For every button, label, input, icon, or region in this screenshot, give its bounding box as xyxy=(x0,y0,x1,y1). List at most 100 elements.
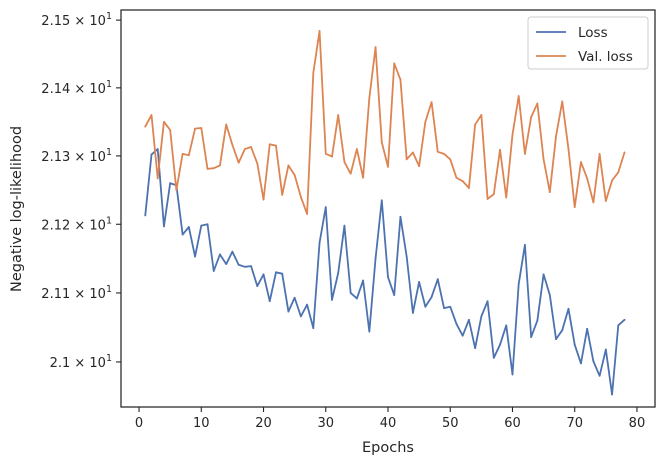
data-point-loss xyxy=(399,215,402,218)
data-point-val-loss xyxy=(474,123,477,126)
data-point-val-loss xyxy=(331,155,333,158)
y-axis-title: Negative log-likelihood xyxy=(9,126,25,292)
data-point-loss xyxy=(573,343,576,346)
data-point-loss xyxy=(474,347,477,350)
data-point-val-loss xyxy=(150,114,153,116)
data-point-val-loss xyxy=(555,135,557,138)
data-point-val-loss xyxy=(418,165,421,168)
data-point-loss xyxy=(306,303,308,306)
data-point-val-loss xyxy=(306,213,308,215)
data-point-val-loss xyxy=(542,158,545,161)
x-tick-label: 70 xyxy=(566,416,583,431)
data-point-val-loss xyxy=(287,164,290,167)
data-point-loss xyxy=(586,327,589,330)
data-point-val-loss xyxy=(505,196,508,199)
data-point-val-loss xyxy=(598,152,601,155)
x-axis-ticks: 0 10 20 30 40 50 60 70 80 xyxy=(135,407,645,431)
data-point-val-loss xyxy=(405,158,408,161)
y-axis-ticks: 2.1 × 101 2.11 × 101 2.12 × 101 2.13 × 101 2… xyxy=(41,11,121,371)
data-point-val-loss xyxy=(573,206,576,209)
data-point-loss xyxy=(150,153,153,156)
data-point-val-loss xyxy=(281,193,284,196)
legend-label-loss: Loss xyxy=(578,25,608,41)
data-point-loss xyxy=(281,272,284,275)
data-point-val-loss xyxy=(268,143,271,146)
data-point-val-loss xyxy=(499,148,501,151)
data-point-val-loss xyxy=(536,102,539,105)
data-point-loss xyxy=(530,336,533,338)
legend-label-val-loss: Val. loss xyxy=(578,49,633,65)
data-point-val-loss xyxy=(561,100,564,103)
data-point-val-loss xyxy=(200,127,203,129)
data-point-loss xyxy=(200,224,203,227)
data-point-val-loss xyxy=(362,176,364,179)
data-point-loss xyxy=(517,283,520,285)
y-tick-label: 2.13 × 101 xyxy=(41,147,112,165)
data-point-loss xyxy=(287,310,290,313)
data-point-val-loss xyxy=(337,114,340,116)
legend: Loss Val. loss xyxy=(527,16,649,70)
data-point-loss xyxy=(355,297,358,300)
y-tick-label: 2.15 × 101 xyxy=(41,11,112,29)
data-point-val-loss xyxy=(580,161,582,163)
data-point-loss xyxy=(225,263,228,265)
data-point-val-loss xyxy=(250,146,252,148)
data-point-loss xyxy=(144,214,147,217)
data-point-val-loss xyxy=(225,123,228,126)
y-tick-label: 2.1 × 101 xyxy=(50,353,112,371)
data-point-val-loss xyxy=(617,171,620,174)
data-point-val-loss xyxy=(243,148,246,150)
data-point-loss xyxy=(505,324,508,327)
data-point-loss xyxy=(611,393,613,396)
data-point-val-loss xyxy=(393,62,396,65)
data-point-val-loss xyxy=(623,151,626,154)
data-point-loss xyxy=(561,329,564,332)
data-point-val-loss xyxy=(275,144,277,147)
data-point-loss xyxy=(449,305,452,308)
data-point-loss xyxy=(548,294,551,296)
data-point-val-loss xyxy=(163,120,165,123)
data-point-loss xyxy=(617,324,620,327)
data-point-val-loss xyxy=(455,176,458,179)
data-point-loss xyxy=(405,255,408,258)
data-point-val-loss xyxy=(517,95,520,97)
x-axis-title: Epochs xyxy=(362,440,414,456)
data-point-loss xyxy=(468,318,470,321)
x-tick-label: 20 xyxy=(255,416,272,431)
data-point-loss xyxy=(275,271,277,274)
data-point-val-loss xyxy=(430,101,433,104)
y-tick-label: 2.12 × 101 xyxy=(41,215,112,233)
data-point-loss xyxy=(623,318,626,321)
data-point-loss xyxy=(380,199,383,202)
data-point-val-loss xyxy=(586,177,589,180)
data-point-val-loss xyxy=(524,152,526,155)
data-point-loss xyxy=(604,348,607,351)
data-point-loss xyxy=(318,241,321,244)
data-point-val-loss xyxy=(380,141,383,144)
data-point-val-loss xyxy=(349,172,352,175)
x-tick-label: 60 xyxy=(504,416,521,431)
data-point-val-loss xyxy=(144,125,147,128)
data-point-loss xyxy=(499,343,501,346)
data-point-loss xyxy=(461,334,464,337)
data-point-loss xyxy=(256,285,259,287)
data-point-loss xyxy=(443,307,445,310)
data-point-val-loss xyxy=(256,162,259,165)
data-point-val-loss xyxy=(399,78,402,81)
data-point-loss xyxy=(243,265,246,268)
data-point-val-loss xyxy=(212,167,215,170)
data-point-val-loss xyxy=(548,191,551,193)
data-point-loss xyxy=(324,206,327,209)
data-point-val-loss xyxy=(449,158,452,161)
data-point-loss xyxy=(598,374,601,377)
data-point-val-loss xyxy=(219,164,221,167)
data-point-loss xyxy=(424,305,427,308)
data-point-loss xyxy=(181,233,184,236)
x-tick-label: 0 xyxy=(135,416,143,431)
data-point-loss xyxy=(349,292,352,294)
data-point-loss xyxy=(393,294,396,296)
data-point-val-loss xyxy=(567,148,570,150)
data-point-val-loss xyxy=(262,198,265,201)
data-point-val-loss xyxy=(604,200,607,202)
